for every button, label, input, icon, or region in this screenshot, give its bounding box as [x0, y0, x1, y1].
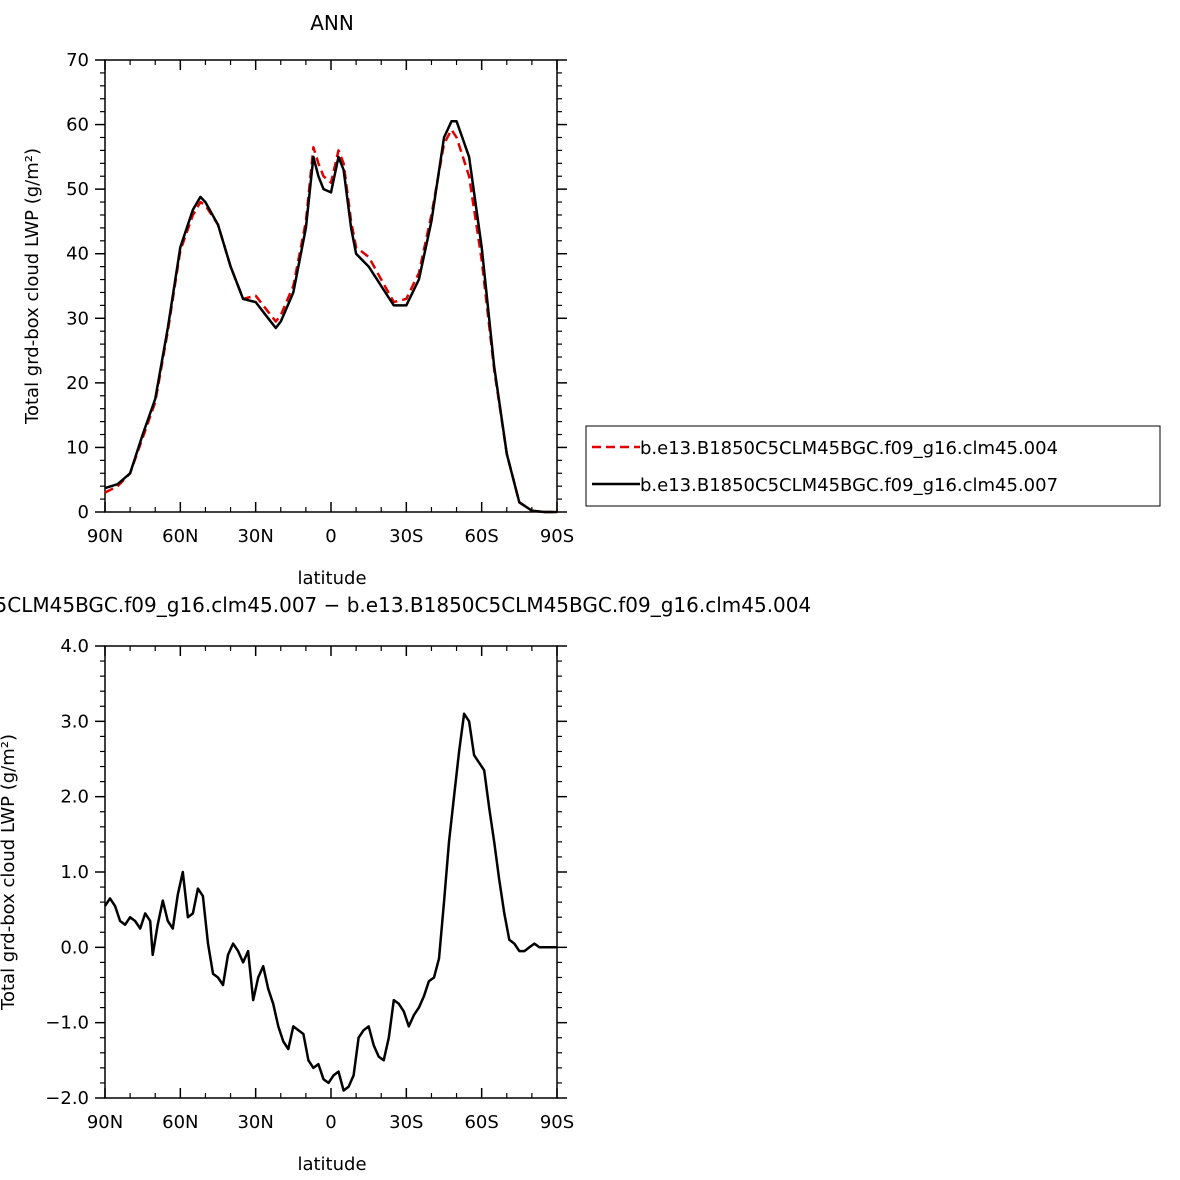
y-tick-label: 0.0	[60, 937, 89, 958]
plot-area	[104, 59, 558, 513]
series-line-0	[103, 712, 557, 1092]
legend-label: b.e13.B1850C5CLM45BGC.f09_g16.clm45.004	[640, 438, 1058, 459]
y-axis-label: Total grd-box cloud LWP (g/m²)	[0, 734, 19, 1011]
y-tick-label: 4.0	[60, 636, 89, 657]
axis-ticks: 90N 60N 30N 0 30S 60S 90S −2.0 −1.0 0.0 1.0 2.0 3.0 4…	[45, 636, 574, 1133]
series-lines	[103, 712, 557, 1092]
x-tick-label: 30N	[237, 1112, 273, 1133]
x-tick-label: 30S	[389, 1112, 423, 1133]
legend-label: b.e13.B1850C5CLM45BGC.f09_g16.clm45.007	[640, 475, 1058, 496]
lwp-difference-chart: b.e13.B1850C5CLM45BGC.f09_g16.clm45.007 …	[0, 593, 811, 1175]
x-tick-label: 60N	[162, 526, 198, 547]
x-tick-label: 30N	[237, 526, 273, 547]
x-tick-label: 60S	[464, 1112, 498, 1133]
y-tick-label: 3.0	[60, 711, 89, 732]
x-tick-label: 90N	[87, 526, 123, 547]
x-tick-label: 0	[325, 1112, 336, 1133]
legend-entry-004: b.e13.B1850C5CLM45BGC.f09_g16.clm45.004	[592, 438, 1058, 459]
series-lines	[104, 120, 557, 514]
legend-entry-007: b.e13.B1850C5CLM45BGC.f09_g16.clm45.007	[592, 475, 1058, 496]
chart-title: ANN	[310, 11, 354, 35]
x-tick-label: 60N	[162, 1112, 198, 1133]
y-tick-label: 70	[66, 50, 89, 71]
x-axis-label: latitude	[297, 1154, 366, 1175]
y-tick-label: 60	[66, 115, 89, 136]
y-tick-label: 50	[66, 179, 89, 200]
y-tick-label: 10	[66, 437, 89, 458]
x-tick-label: 60S	[464, 526, 498, 547]
lwp-line-chart: ANN 90N 60N 30N 0 30S 60S 90S 0 10 20 30 40 50 60 70 l…	[22, 11, 1161, 589]
y-tick-label: −2.0	[45, 1088, 89, 1109]
y-tick-label: 30	[66, 308, 89, 329]
chart-title: b.e13.B1850C5CLM45BGC.f09_g16.clm45.007 …	[0, 593, 811, 617]
y-axis-label: Total grd-box cloud LWP (g/m²)	[22, 148, 43, 425]
y-tick-label: 40	[66, 244, 89, 265]
axis-ticks: 90N 60N 30N 0 30S 60S 90S 0 10 20 30 40 50 60 70	[66, 50, 574, 547]
y-tick-label: 20	[66, 373, 89, 394]
x-tick-label: 90S	[540, 526, 574, 547]
legend: b.e13.B1850C5CLM45BGC.f09_g16.clm45.004 …	[585, 425, 1161, 507]
x-tick-label: 90N	[87, 1112, 123, 1133]
series-line-1	[104, 120, 557, 514]
series-line-0	[104, 128, 557, 514]
y-tick-label: 1.0	[60, 862, 89, 883]
x-tick-label: 0	[325, 526, 336, 547]
x-tick-label: 90S	[540, 1112, 574, 1133]
y-tick-label: 2.0	[60, 787, 89, 808]
legend-box	[585, 425, 1161, 507]
y-tick-label: 0	[78, 502, 89, 523]
plot-area	[104, 645, 558, 1099]
y-tick-label: −1.0	[45, 1013, 89, 1034]
x-tick-label: 30S	[389, 526, 423, 547]
x-axis-label: latitude	[297, 568, 366, 589]
